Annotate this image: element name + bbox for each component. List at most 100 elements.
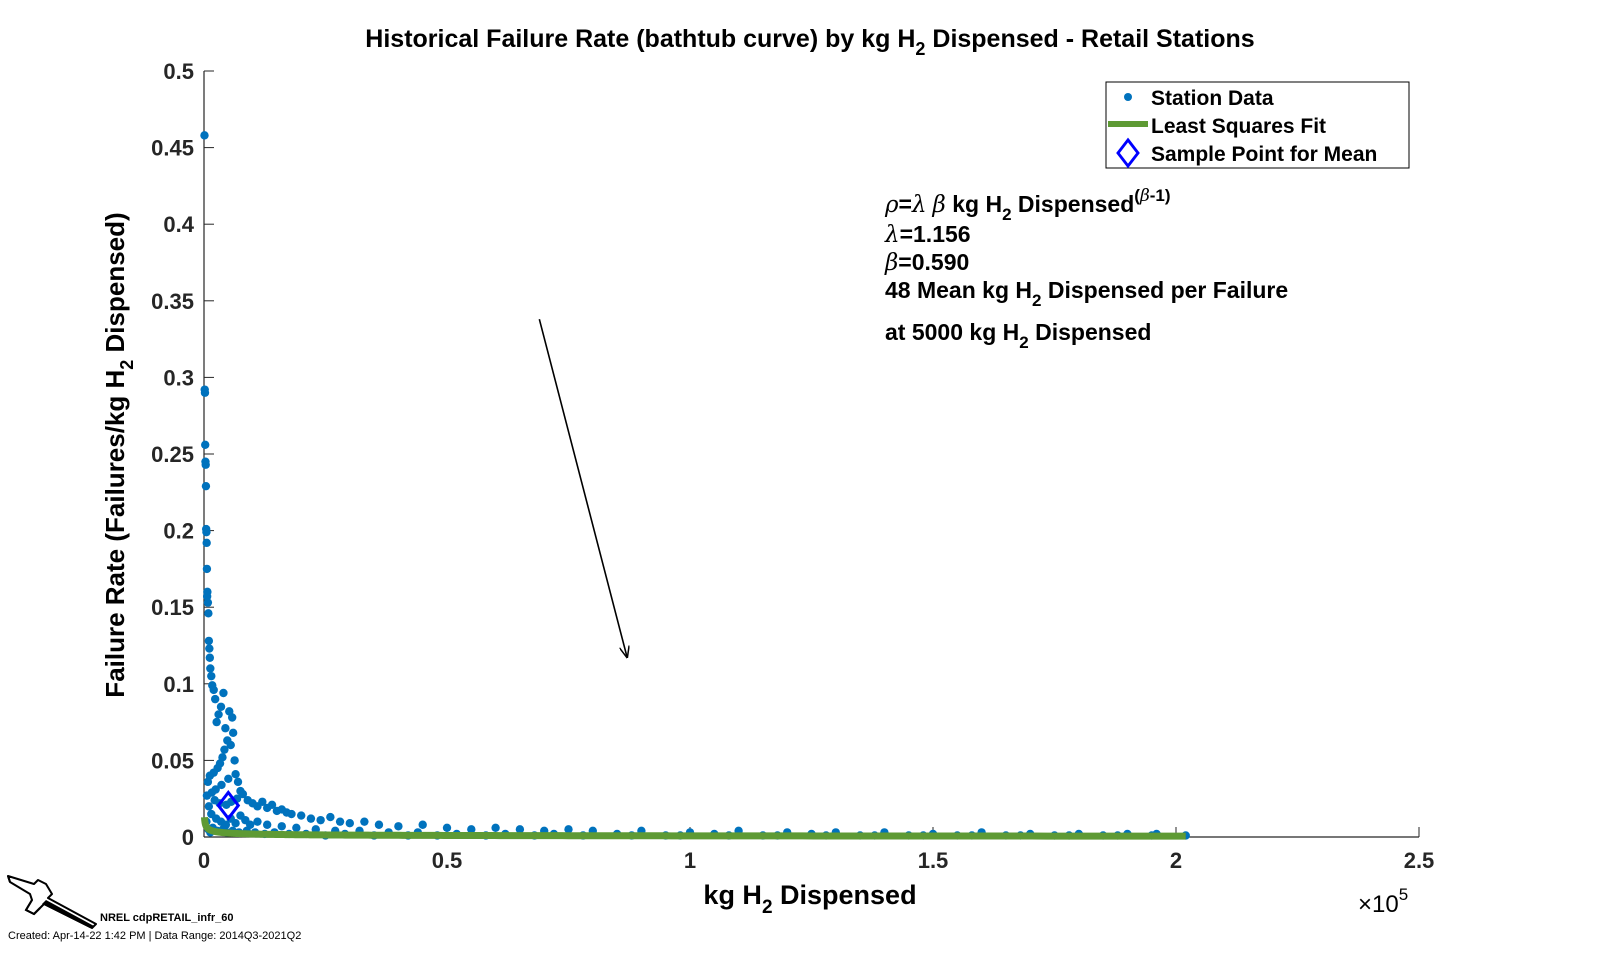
- y-tick-label: 0.5: [163, 59, 194, 84]
- station-data-point: [223, 736, 232, 745]
- station-data-point: [212, 717, 221, 727]
- x-tick-label: 0: [198, 848, 210, 873]
- y-tick-labels: 0 0.05 0.1 0.15 0.2 0.25 0.3 0.35 0.4 0.45 0.5: [151, 59, 195, 850]
- legend-station-data-label: Station Data: [1151, 87, 1274, 110]
- station-data-point: [345, 819, 354, 828]
- station-data-point: [202, 791, 212, 800]
- y-tick-label: 0.2: [163, 519, 194, 544]
- station-data-point: [277, 822, 286, 831]
- fuel-nozzle-icon: [7, 875, 97, 929]
- y-tick-label: 0.15: [151, 595, 194, 620]
- axes: [203, 70, 1420, 838]
- station-data-point: [204, 802, 214, 811]
- station-data-point: [231, 769, 240, 779]
- station-data-point: [306, 814, 316, 823]
- station-data-point: [360, 817, 369, 826]
- sample-point-marker: [216, 789, 241, 821]
- x-tick-label: 1: [684, 848, 696, 873]
- x-tick-label: 2.5: [1404, 848, 1435, 873]
- y-tick-label: 0.25: [151, 442, 194, 467]
- station-data-point: [202, 527, 211, 537]
- station-data-point: [222, 800, 231, 810]
- station-data-point: [217, 780, 226, 790]
- station-data-point: [228, 728, 238, 738]
- station-data-point: [262, 820, 272, 829]
- station-data-point: [231, 819, 240, 828]
- station-data-point: [515, 825, 525, 834]
- annotation-lambda: λ=1.156: [884, 221, 971, 248]
- y-tick-label: 0.1: [163, 672, 194, 697]
- station-data-point: [442, 823, 452, 833]
- station-data-point: [204, 636, 214, 646]
- station-data-point: [202, 538, 211, 548]
- chart-title: Historical Failure Rate (bathtub curve) …: [365, 25, 1254, 59]
- y-tick-label: 0.05: [151, 748, 194, 773]
- station-data-point: [233, 777, 243, 787]
- station-data-point: [220, 745, 229, 754]
- sample-point-series: [216, 789, 241, 821]
- station-data-point: [202, 592, 212, 601]
- station-data-point: [201, 481, 211, 491]
- x-tick-labels: 0 0.5 1 1.5 2 2.5: [198, 848, 1434, 873]
- station-data-point: [206, 664, 215, 673]
- annotation-formula: ρ=λ β kg H2 Dispensed(β-1): [884, 186, 1171, 224]
- station-data-point: [297, 811, 306, 820]
- legend-sample-point-marker: [1116, 137, 1140, 169]
- station-data-point: [210, 796, 219, 805]
- x-tick-label: 2: [1170, 848, 1182, 873]
- station-data-series: [200, 131, 1190, 840]
- y-tick-label: 0.4: [163, 212, 194, 237]
- station-data-point: [292, 823, 301, 833]
- station-data-point: [326, 812, 335, 822]
- legend-box: [1105, 81, 1410, 169]
- footer-chart-id: NREL cdpRETAIL_infr_60: [100, 912, 234, 924]
- y-axis-label: Failure Rate (Failures/kg H2 Dispensed): [100, 212, 137, 697]
- station-data-point: [245, 820, 255, 829]
- station-data-point: [214, 710, 223, 719]
- station-data-point: [216, 702, 226, 711]
- least-squares-fit-series: [200, 816, 1186, 840]
- station-data-point: [207, 671, 216, 681]
- x-tick-label: 1.5: [918, 848, 949, 873]
- x-axis-label: kg H2 Dispensed: [703, 880, 916, 918]
- annotation-arrow: [538, 318, 626, 656]
- station-data-point: [230, 756, 239, 765]
- y-tick-label: 0.35: [151, 289, 194, 314]
- station-data-point: [287, 809, 296, 819]
- station-data-point: [200, 131, 209, 140]
- fit-annotation: ρ=λ β kg H2 Dispensed(β-1) λ=1.156 β=0.59…: [884, 186, 1288, 352]
- station-data-point: [203, 777, 213, 787]
- station-data-point: [205, 644, 214, 653]
- footer-created-info: Created: Apr-14-22 1:42 PM | Data Range:…: [8, 930, 302, 942]
- station-data-point: [394, 822, 403, 831]
- station-data-point: [210, 694, 220, 704]
- station-data-point: [205, 653, 215, 662]
- station-data-point: [204, 609, 213, 618]
- legend-fit-label: Least Squares Fit: [1151, 115, 1326, 138]
- station-data-point: [258, 797, 267, 806]
- annotation-mean: 48 Mean kg H2 Dispensed per Failure: [885, 277, 1288, 310]
- legend-station-data-marker: [1124, 93, 1132, 101]
- station-data-point: [221, 724, 230, 733]
- station-data-point: [467, 825, 476, 834]
- station-data-point: [564, 825, 573, 834]
- x-axis-exponent: ×105: [1358, 885, 1408, 918]
- legend: Station Data Least Squares Fit Sample Po…: [1105, 81, 1410, 169]
- annotation-at: at 5000 kg H2 Dispensed: [885, 319, 1151, 352]
- station-data-point: [201, 460, 210, 469]
- station-data-point: [200, 388, 210, 397]
- station-data-point: [491, 823, 500, 833]
- legend-sample-point-label: Sample Point for Mean: [1151, 143, 1377, 166]
- station-data-point: [209, 685, 218, 695]
- y-tick-label: 0: [182, 825, 194, 850]
- station-data-point: [238, 789, 248, 799]
- y-tick-label: 0.45: [151, 136, 194, 161]
- station-data-point: [316, 815, 325, 825]
- y-tick-label: 0.3: [163, 365, 194, 390]
- station-data-point: [203, 598, 213, 607]
- station-data-point: [267, 800, 277, 810]
- annotation-beta: β=0.590: [884, 249, 969, 276]
- station-data-point: [224, 774, 233, 783]
- station-data-point: [418, 820, 427, 829]
